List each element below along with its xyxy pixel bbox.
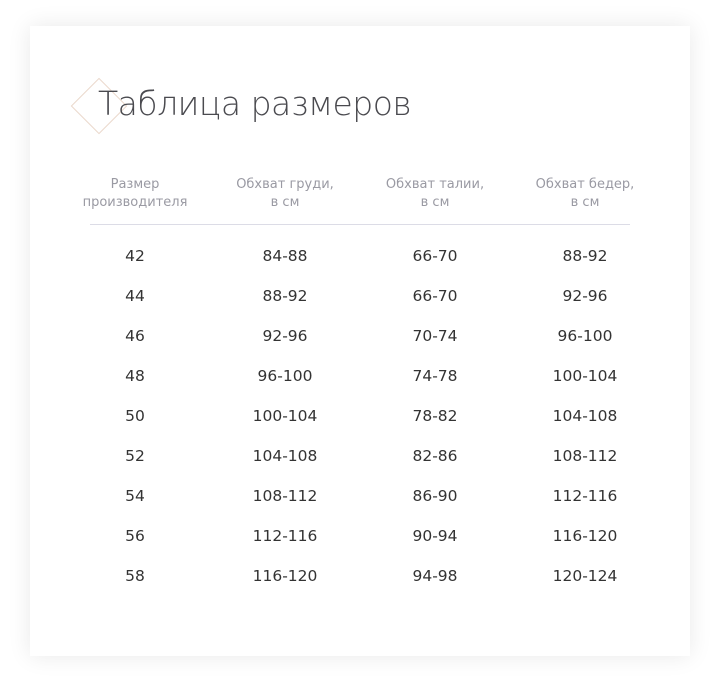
table-cell: 56 bbox=[125, 527, 145, 545]
column-header: Размер производителя bbox=[82, 177, 188, 210]
table-cell: 78-82 bbox=[412, 407, 458, 425]
table-cell: 96-100 bbox=[257, 367, 313, 385]
table-cell: 58 bbox=[125, 567, 145, 585]
table-row: 48 96-100 74-78 100-104 bbox=[60, 356, 660, 396]
header-divider bbox=[90, 224, 630, 225]
table-cell: 120-124 bbox=[552, 567, 618, 585]
table-cell: 54 bbox=[125, 487, 145, 505]
table-cell: 66-70 bbox=[412, 247, 458, 265]
table-row: 42 84-88 66-70 88-92 bbox=[60, 236, 660, 276]
table-cell: 108-112 bbox=[552, 447, 618, 465]
table-cell: 66-70 bbox=[412, 287, 458, 305]
table-cell: 48 bbox=[125, 367, 145, 385]
table-cell: 94-98 bbox=[412, 567, 458, 585]
table-row: 50 100-104 78-82 104-108 bbox=[60, 396, 660, 436]
table-cell: 90-94 bbox=[412, 527, 458, 545]
table-cell: 70-74 bbox=[412, 327, 458, 345]
table-cell: 46 bbox=[125, 327, 145, 345]
table-cell: 50 bbox=[125, 407, 145, 425]
table-cell: 74-78 bbox=[412, 367, 458, 385]
table-cell: 100-104 bbox=[552, 367, 618, 385]
table-cell: 104-108 bbox=[552, 407, 618, 425]
page-title: Таблица размеров bbox=[98, 84, 412, 123]
table-row: 56 112-116 90-94 116-120 bbox=[60, 516, 660, 556]
table-cell: 116-120 bbox=[252, 567, 318, 585]
table-cell: 112-116 bbox=[252, 527, 318, 545]
table-row: 44 88-92 66-70 92-96 bbox=[60, 276, 660, 316]
table-cell: 100-104 bbox=[252, 407, 318, 425]
table-cell: 88-92 bbox=[262, 287, 308, 305]
table-row: 54 108-112 86-90 112-116 bbox=[60, 476, 660, 516]
size-chart-card bbox=[30, 26, 690, 656]
table-row: 58 116-120 94-98 120-124 bbox=[60, 556, 660, 596]
table-cell: 112-116 bbox=[552, 487, 618, 505]
table-cell: 92-96 bbox=[562, 287, 608, 305]
table-cell: 86-90 bbox=[412, 487, 458, 505]
table-cell: 116-120 bbox=[552, 527, 618, 545]
table-cell: 84-88 bbox=[262, 247, 308, 265]
column-header: Обхват талии, в см bbox=[385, 177, 485, 210]
table-cell: 96-100 bbox=[557, 327, 613, 345]
column-header: Обхват груди, в см bbox=[236, 177, 334, 210]
table-cell: 88-92 bbox=[562, 247, 608, 265]
table-cell: 44 bbox=[125, 287, 145, 305]
table-cell: 108-112 bbox=[252, 487, 318, 505]
table-cell: 104-108 bbox=[252, 447, 318, 465]
table-cell: 82-86 bbox=[412, 447, 458, 465]
table-row: 52 104-108 82-86 108-112 bbox=[60, 436, 660, 476]
table-cell: 52 bbox=[125, 447, 145, 465]
table-cell: 42 bbox=[125, 247, 145, 265]
table-row: 46 92-96 70-74 96-100 bbox=[60, 316, 660, 356]
table-cell: 92-96 bbox=[262, 327, 308, 345]
column-header: Обхват бедер, в см bbox=[535, 177, 635, 210]
